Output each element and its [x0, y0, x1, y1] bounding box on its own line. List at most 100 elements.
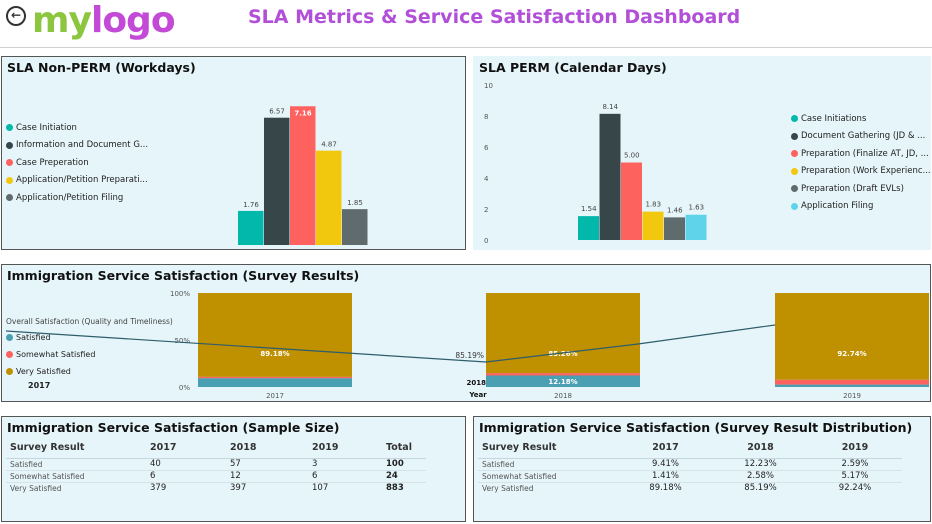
legend-item[interactable]: Information and Document G... [6, 137, 148, 155]
bar [238, 210, 264, 245]
y-tick-label: 4 [484, 175, 489, 183]
bar [316, 150, 342, 245]
table-cell: 9.41% [618, 457, 713, 470]
sample-size-panel[interactable]: Immigration Service Satisfaction (Sample… [1, 416, 466, 522]
legend-item[interactable]: Application/Petition Filing [6, 189, 148, 207]
table-cell: Satisfied [478, 457, 618, 470]
legend-dot [6, 159, 13, 167]
sample-size-table: Survey Result 2017 2018 2019 Total Satis… [6, 438, 426, 494]
column-header[interactable]: Survey Result [6, 438, 146, 459]
legend-item[interactable]: Document Gathering (JD & ... [791, 128, 931, 146]
table-cell: 379 [146, 481, 226, 494]
table-cell: 85.19% [713, 481, 808, 494]
year-selected-label: 2017 [28, 381, 51, 390]
table-row: Satisfied 40 57 3 100 [6, 457, 426, 470]
table-row: Somewhat Satisfied 1.41% 2.58% 5.17% [478, 469, 902, 482]
legend-label: Application Filing [801, 201, 874, 212]
column-header[interactable]: Total [382, 438, 426, 459]
bar-value-label: 1.85 [347, 199, 363, 207]
bar-value-label: 1.83 [645, 201, 661, 209]
panel-title: SLA PERM (Calendar Days) [479, 60, 667, 75]
bar-value-label: 89.18% [260, 350, 289, 358]
bar [685, 214, 707, 240]
chart-legend: Case Initiations Document Gathering (JD &… [791, 110, 931, 215]
x-tick-label: 2017 [266, 392, 284, 400]
stacked-bar-segment [198, 378, 352, 387]
legend-dot [791, 115, 798, 123]
y-tick-label: 10 [484, 82, 493, 90]
table-row: Very Satisfied 379 397 107 883 [6, 481, 426, 494]
table-cell: 6 [308, 469, 382, 482]
table-cell: 40 [146, 457, 226, 470]
legend-item[interactable]: Very Satisfied [6, 363, 173, 380]
legend-item[interactable]: Somewhat Satisfied [6, 346, 173, 363]
legend-item[interactable]: Preparation (Work Experienc... [791, 163, 931, 181]
table-cell: 24 [382, 469, 426, 482]
bar-value-label: 8.14 [602, 103, 618, 111]
table-cell: 57 [226, 457, 308, 470]
legend-label: Very Satisfied [16, 367, 71, 376]
legend-item[interactable]: Case Initiations [791, 110, 931, 128]
bar-value-label: 1.63 [688, 204, 704, 212]
legend-dot [6, 368, 13, 375]
y-tick-label: 50% [174, 337, 190, 345]
legend-item[interactable]: Preparation (Finalize AT, JD, ... [791, 145, 931, 163]
column-header[interactable]: 2019 [308, 438, 382, 459]
satisfaction-legend: Overall Satisfaction (Quality and Timeli… [6, 317, 173, 390]
bar-value-label: 1.54 [581, 205, 597, 213]
legend-dot [6, 194, 13, 202]
bar-value-label: 4.87 [321, 141, 337, 149]
column-header[interactable]: 2017 [146, 438, 226, 459]
legend-label: Satisfied [16, 333, 51, 342]
panel-title: Immigration Service Satisfaction (Sample… [7, 420, 340, 435]
bar-value-label: 85.26% [548, 350, 577, 358]
legend-item[interactable]: Application/Petition Preparati... [6, 172, 148, 190]
legend-dot [791, 167, 798, 175]
legend-item[interactable]: Satisfied [6, 329, 173, 346]
bar [342, 209, 368, 245]
column-header[interactable]: 2017 [618, 438, 713, 459]
satisfaction-chart[interactable]: 0% 50% 100% 89.18% 2017 85.26% 2018 92.74% 2019 1… [2, 265, 932, 403]
table-cell: 5.17% [808, 469, 902, 482]
bar-value-label: 12.18% [548, 378, 577, 386]
table-header-row: Survey Result 2017 2018 2019 [478, 438, 902, 459]
y-tick-label: 0% [179, 384, 190, 392]
column-header[interactable]: 2018 [713, 438, 808, 459]
legend-item[interactable]: Preparation (Draft EVLs) [791, 180, 931, 198]
legend-dot [791, 132, 798, 140]
sla-nonperm-panel[interactable]: SLA Non-PERM (Workdays) Case Initiation I… [1, 56, 466, 250]
legend-item[interactable]: Application Filing [791, 198, 931, 216]
page-title: SLA Metrics & Service Satisfaction Dashb… [248, 6, 741, 28]
legend-dot [6, 176, 13, 184]
column-header[interactable]: 2018 [226, 438, 308, 459]
y-tick-label: 100% [170, 290, 190, 298]
sla-nonperm-chart[interactable]: 1.76 6.57 7.16 4.87 1.85 [2, 57, 467, 251]
legend-label: Case Preperation [16, 157, 89, 168]
bar [599, 113, 621, 240]
satisfaction-panel[interactable]: Immigration Service Satisfaction (Survey… [1, 264, 931, 402]
table-cell: 2.59% [808, 457, 902, 470]
sla-perm-chart[interactable]: 0 2 4 6 8 10 1.54 8.14 5.00 1.83 1.46 1.63 [474, 57, 932, 251]
panel-title: SLA Non-PERM (Workdays) [7, 60, 196, 75]
back-arrow-icon[interactable]: ← [6, 6, 26, 26]
table-cell: 2.58% [713, 469, 808, 482]
y-tick-label: 8 [484, 113, 488, 121]
bar-value-label: 1.46 [667, 206, 683, 214]
distribution-table: Survey Result 2017 2018 2019 Satisfied 9… [478, 438, 902, 494]
column-header[interactable]: 2019 [808, 438, 902, 459]
legend-label: Application/Petition Preparati... [16, 175, 148, 186]
year-selected-label: 2018 [467, 379, 487, 387]
table-cell: 12.23% [713, 457, 808, 470]
sla-perm-panel[interactable]: SLA PERM (Calendar Days) Case Initiation… [473, 56, 931, 250]
table-cell: 12 [226, 469, 308, 482]
bar-value-label: 1.76 [243, 201, 259, 209]
legend-item[interactable]: Case Preperation [6, 154, 148, 172]
table-cell: Somewhat Satisfied [478, 469, 618, 482]
legend-dot [6, 334, 13, 341]
distribution-panel[interactable]: Immigration Service Satisfaction (Survey… [473, 416, 931, 522]
legend-item[interactable]: Case Initiation [6, 119, 148, 137]
stacked-bar-segment [198, 376, 352, 379]
table-cell: 3 [308, 457, 382, 470]
column-header[interactable]: Survey Result [478, 438, 618, 459]
table-header-row: Survey Result 2017 2018 2019 Total [6, 438, 426, 459]
